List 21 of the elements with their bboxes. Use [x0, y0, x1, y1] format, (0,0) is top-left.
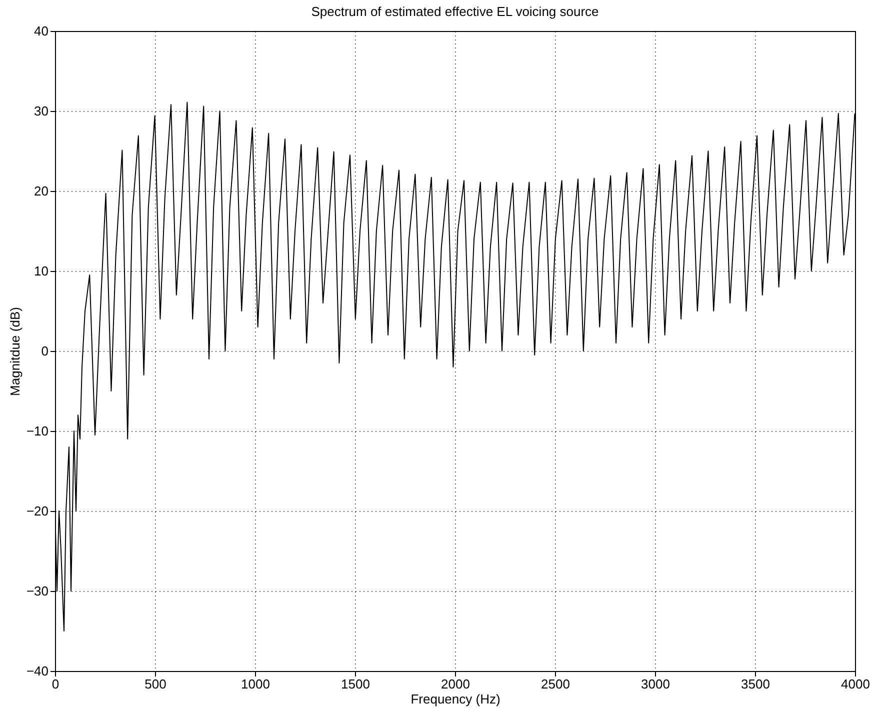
x-tick-label: 1000	[241, 676, 270, 692]
x-tick-label: 0	[52, 676, 60, 692]
x-tick-label: 3000	[641, 676, 670, 692]
y-tick-label: 0	[41, 344, 48, 358]
x-tick-label: 2500	[541, 676, 570, 692]
x-tick-label: 2000	[441, 676, 470, 692]
y-tick-label: −10	[26, 424, 48, 438]
y-tick-label: −40	[26, 664, 48, 678]
x-axis-title: Frequency (Hz)	[410, 692, 500, 706]
x-tick-label: 4000	[841, 676, 870, 692]
chart-title: Spectrum of estimated effective EL voicing source	[311, 4, 599, 19]
x-tick-label: 1500	[341, 676, 370, 692]
y-tick-label: 40	[34, 24, 48, 38]
y-tick-label: 10	[34, 264, 48, 278]
y-axis-title: Magnitdue (dB)	[7, 307, 22, 396]
y-tick-label: 30	[34, 104, 48, 118]
y-tick-label: −30	[26, 584, 48, 598]
y-tick-label: 20	[34, 184, 48, 198]
x-tick-label: 3500	[741, 676, 770, 692]
x-tick-label: 500	[144, 676, 166, 692]
y-tick-label: −20	[26, 504, 48, 518]
